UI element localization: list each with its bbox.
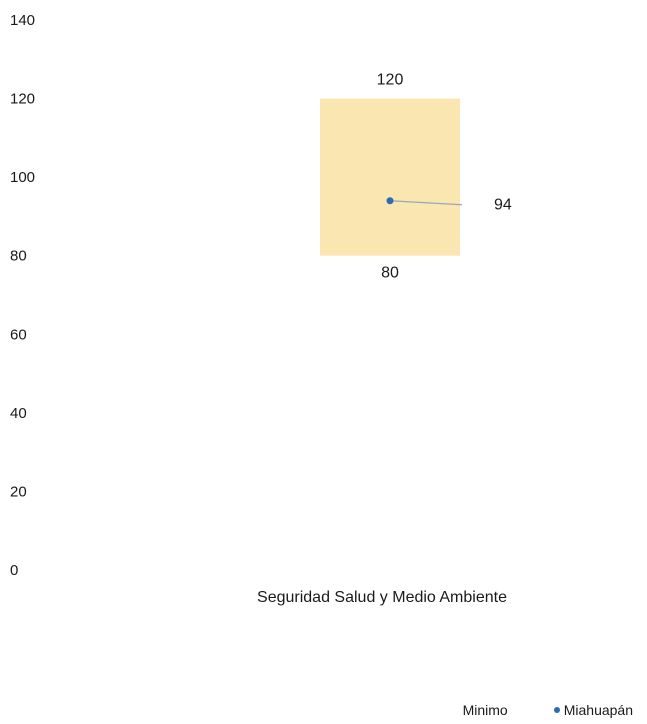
legend-label-marker: Miahuapán: [563, 702, 633, 718]
legend-item-range[interactable]: Minimo: [449, 702, 508, 718]
range-high-label: 120: [377, 72, 404, 89]
y-tick-label: 100: [10, 169, 35, 186]
legend-label-range: Minimo: [462, 702, 508, 718]
y-tick-label: 20: [10, 483, 27, 500]
chart-legend: Minimo Miahuapán: [449, 702, 633, 718]
marker-leader-line: [389, 200, 463, 206]
y-tick-label: 0: [10, 562, 18, 579]
marker-point: [386, 197, 394, 205]
y-tick-label: 140: [10, 12, 35, 29]
range-low-label: 80: [381, 265, 399, 282]
range-box: [320, 98, 460, 256]
y-tick-label: 80: [10, 248, 27, 265]
marker-value-label: 94: [494, 197, 512, 214]
category-label: Seguridad Salud y Medio Ambiente: [257, 589, 507, 606]
legend-swatch-range: [449, 705, 459, 715]
legend-item-marker[interactable]: Miahuapán: [553, 702, 633, 718]
y-tick-label: 40: [10, 405, 27, 422]
y-tick-label: 120: [10, 91, 35, 108]
y-tick-label: 60: [10, 326, 27, 343]
legend-dot-marker: [553, 707, 560, 713]
